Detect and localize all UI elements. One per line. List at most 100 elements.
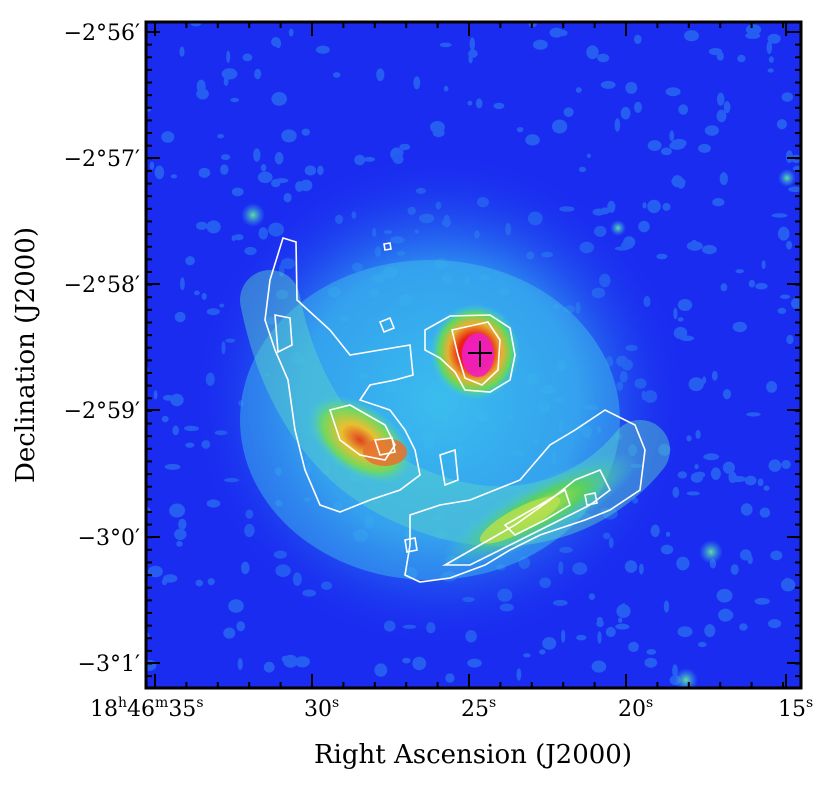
noise-speck xyxy=(170,174,178,179)
noise-speck xyxy=(194,290,200,296)
noise-speck xyxy=(725,611,734,620)
noise-speck xyxy=(475,98,483,109)
noise-speck xyxy=(586,45,599,60)
contour-west xyxy=(264,237,421,513)
noise-speck xyxy=(149,161,155,170)
noise-speck xyxy=(399,143,411,151)
noise-speck xyxy=(230,97,240,103)
noise-speck xyxy=(376,68,385,82)
noise-speck xyxy=(662,202,671,211)
noise-speck xyxy=(161,131,175,143)
noise-speck xyxy=(785,150,794,164)
contour-central xyxy=(424,314,516,393)
noise-speck xyxy=(294,656,310,668)
noise-speck xyxy=(231,235,236,242)
contour-south-spot xyxy=(584,492,598,506)
noise-speck xyxy=(195,579,204,587)
noise-speck xyxy=(525,134,540,146)
noise-speck xyxy=(739,623,748,631)
noise-speck xyxy=(660,544,674,555)
noise-speck xyxy=(161,415,169,423)
noise-speck xyxy=(634,34,642,44)
noise-speck xyxy=(374,663,388,677)
noise-speck xyxy=(678,104,689,115)
noise-speck xyxy=(767,68,774,73)
noise-speck xyxy=(164,463,181,470)
noise-speck xyxy=(174,311,186,323)
noise-speck xyxy=(771,213,788,218)
contour-west-peak xyxy=(373,437,396,456)
noise-speck xyxy=(781,92,793,102)
x-tick-label: 30s xyxy=(304,695,339,722)
contour-south-peak xyxy=(503,488,571,536)
noise-speck xyxy=(665,87,681,97)
noise-speck xyxy=(412,656,427,671)
contour-south-inner xyxy=(441,468,612,566)
noise-speck xyxy=(542,637,557,650)
noise-speck xyxy=(275,39,282,49)
noise-speck xyxy=(781,460,791,469)
noise-speck xyxy=(768,619,782,629)
noise-speck xyxy=(745,32,761,39)
noise-speck xyxy=(333,72,341,78)
noise-speck xyxy=(669,130,675,142)
noise-speck xyxy=(740,503,753,516)
noise-speck xyxy=(777,307,787,314)
noise-speck xyxy=(402,657,411,664)
noise-speck xyxy=(271,92,288,106)
noise-speck xyxy=(301,128,310,136)
noise-speck xyxy=(616,604,631,618)
false-color-image xyxy=(146,22,801,688)
noise-speck xyxy=(154,165,165,180)
noise-speck xyxy=(231,187,244,197)
x-tick-label: 25s xyxy=(461,695,496,722)
noise-speck xyxy=(516,127,524,133)
y-tick-label: −2°57′ xyxy=(64,147,140,172)
noise-speck xyxy=(304,165,317,176)
noise-speck xyxy=(722,461,736,474)
noise-speck xyxy=(283,654,298,668)
noise-speck xyxy=(153,390,158,400)
noise-speck xyxy=(638,220,650,233)
noise-speck xyxy=(274,152,284,165)
noise-speck xyxy=(697,641,707,648)
y-tick-label: −2°59′ xyxy=(64,399,140,424)
y-tick-label: −3°1′ xyxy=(78,652,140,677)
noise-speck xyxy=(704,624,716,638)
noise-speck xyxy=(754,597,770,605)
noise-speck xyxy=(720,283,728,292)
noise-speck xyxy=(236,621,246,632)
contour-south xyxy=(404,409,646,583)
noise-speck xyxy=(745,24,762,35)
x-tick-label-first: 18h46m35s xyxy=(90,695,204,722)
y-tick-labels: −2°56′ −2°57′ −2°58′ −2°59′ −3°0′ −3°1′ xyxy=(64,21,140,677)
noise-speck xyxy=(679,335,695,342)
noise-speck xyxy=(578,166,587,173)
noise-speck xyxy=(639,563,644,575)
source-position-cross xyxy=(468,341,492,367)
noise-speck xyxy=(295,181,304,192)
noise-speck xyxy=(220,164,229,175)
noise-speck xyxy=(288,28,294,37)
noise-speck xyxy=(185,442,195,448)
noise-speck xyxy=(443,85,449,92)
noise-speck xyxy=(716,92,725,106)
noise-speck xyxy=(516,668,522,681)
noise-speck xyxy=(628,641,639,653)
noise-speck xyxy=(223,627,236,639)
noise-speck xyxy=(792,165,801,172)
noise-speck xyxy=(523,653,531,658)
noise-speck xyxy=(198,167,211,178)
noise-speck xyxy=(162,394,175,401)
noise-speck xyxy=(467,100,473,106)
y-tick-label: −2°56′ xyxy=(64,21,140,46)
y-axis-title: Declination (J2000) xyxy=(11,227,41,483)
noise-speck xyxy=(761,260,766,270)
noise-speck xyxy=(533,39,548,50)
plot-frame xyxy=(144,20,803,690)
noise-speck xyxy=(767,33,781,44)
noise-speck xyxy=(757,478,764,487)
noise-speck xyxy=(663,600,670,613)
contour-central-inner xyxy=(451,321,501,386)
